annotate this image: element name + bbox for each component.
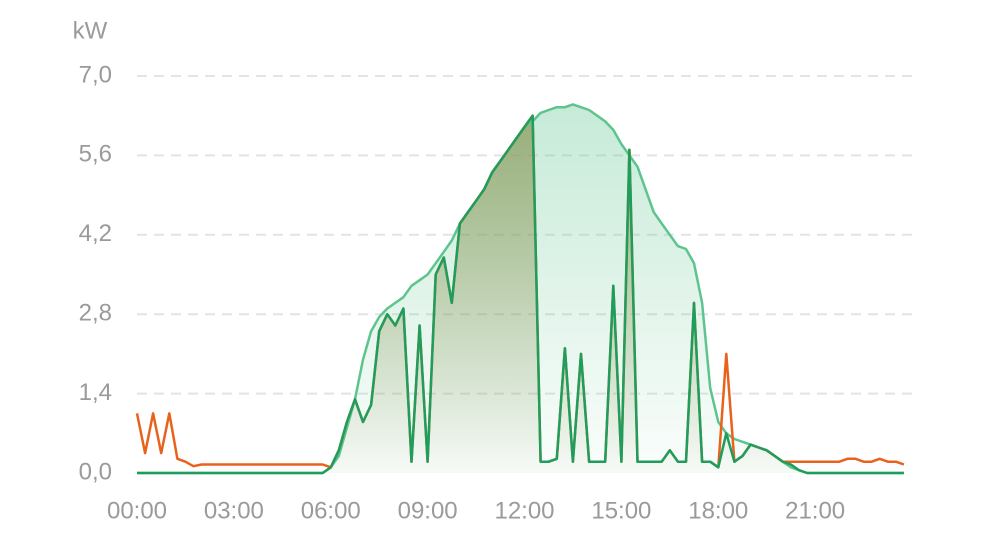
y-tick-label: 7,0 (79, 61, 112, 88)
y-tick-label: 2,8 (79, 300, 112, 327)
x-tick-label: 00:00 (107, 497, 167, 524)
x-tick-label: 18:00 (688, 497, 748, 524)
y-tick-label: 5,6 (79, 141, 112, 168)
area-fill (137, 115, 904, 473)
x-tick-label: 15:00 (591, 497, 651, 524)
y-tick-label: 4,2 (79, 220, 112, 247)
x-tick-label: 09:00 (398, 497, 458, 524)
x-tick-label: 06:00 (301, 497, 361, 524)
y-tick-label: 0,0 (79, 458, 112, 485)
y-unit: kW (73, 17, 108, 44)
y-tick-label: 1,4 (79, 379, 112, 406)
x-tick-label: 21:00 (785, 497, 845, 524)
series-line (137, 114, 904, 475)
x-tick-label: 03:00 (204, 497, 264, 524)
x-tick-label: 12:00 (494, 497, 554, 524)
